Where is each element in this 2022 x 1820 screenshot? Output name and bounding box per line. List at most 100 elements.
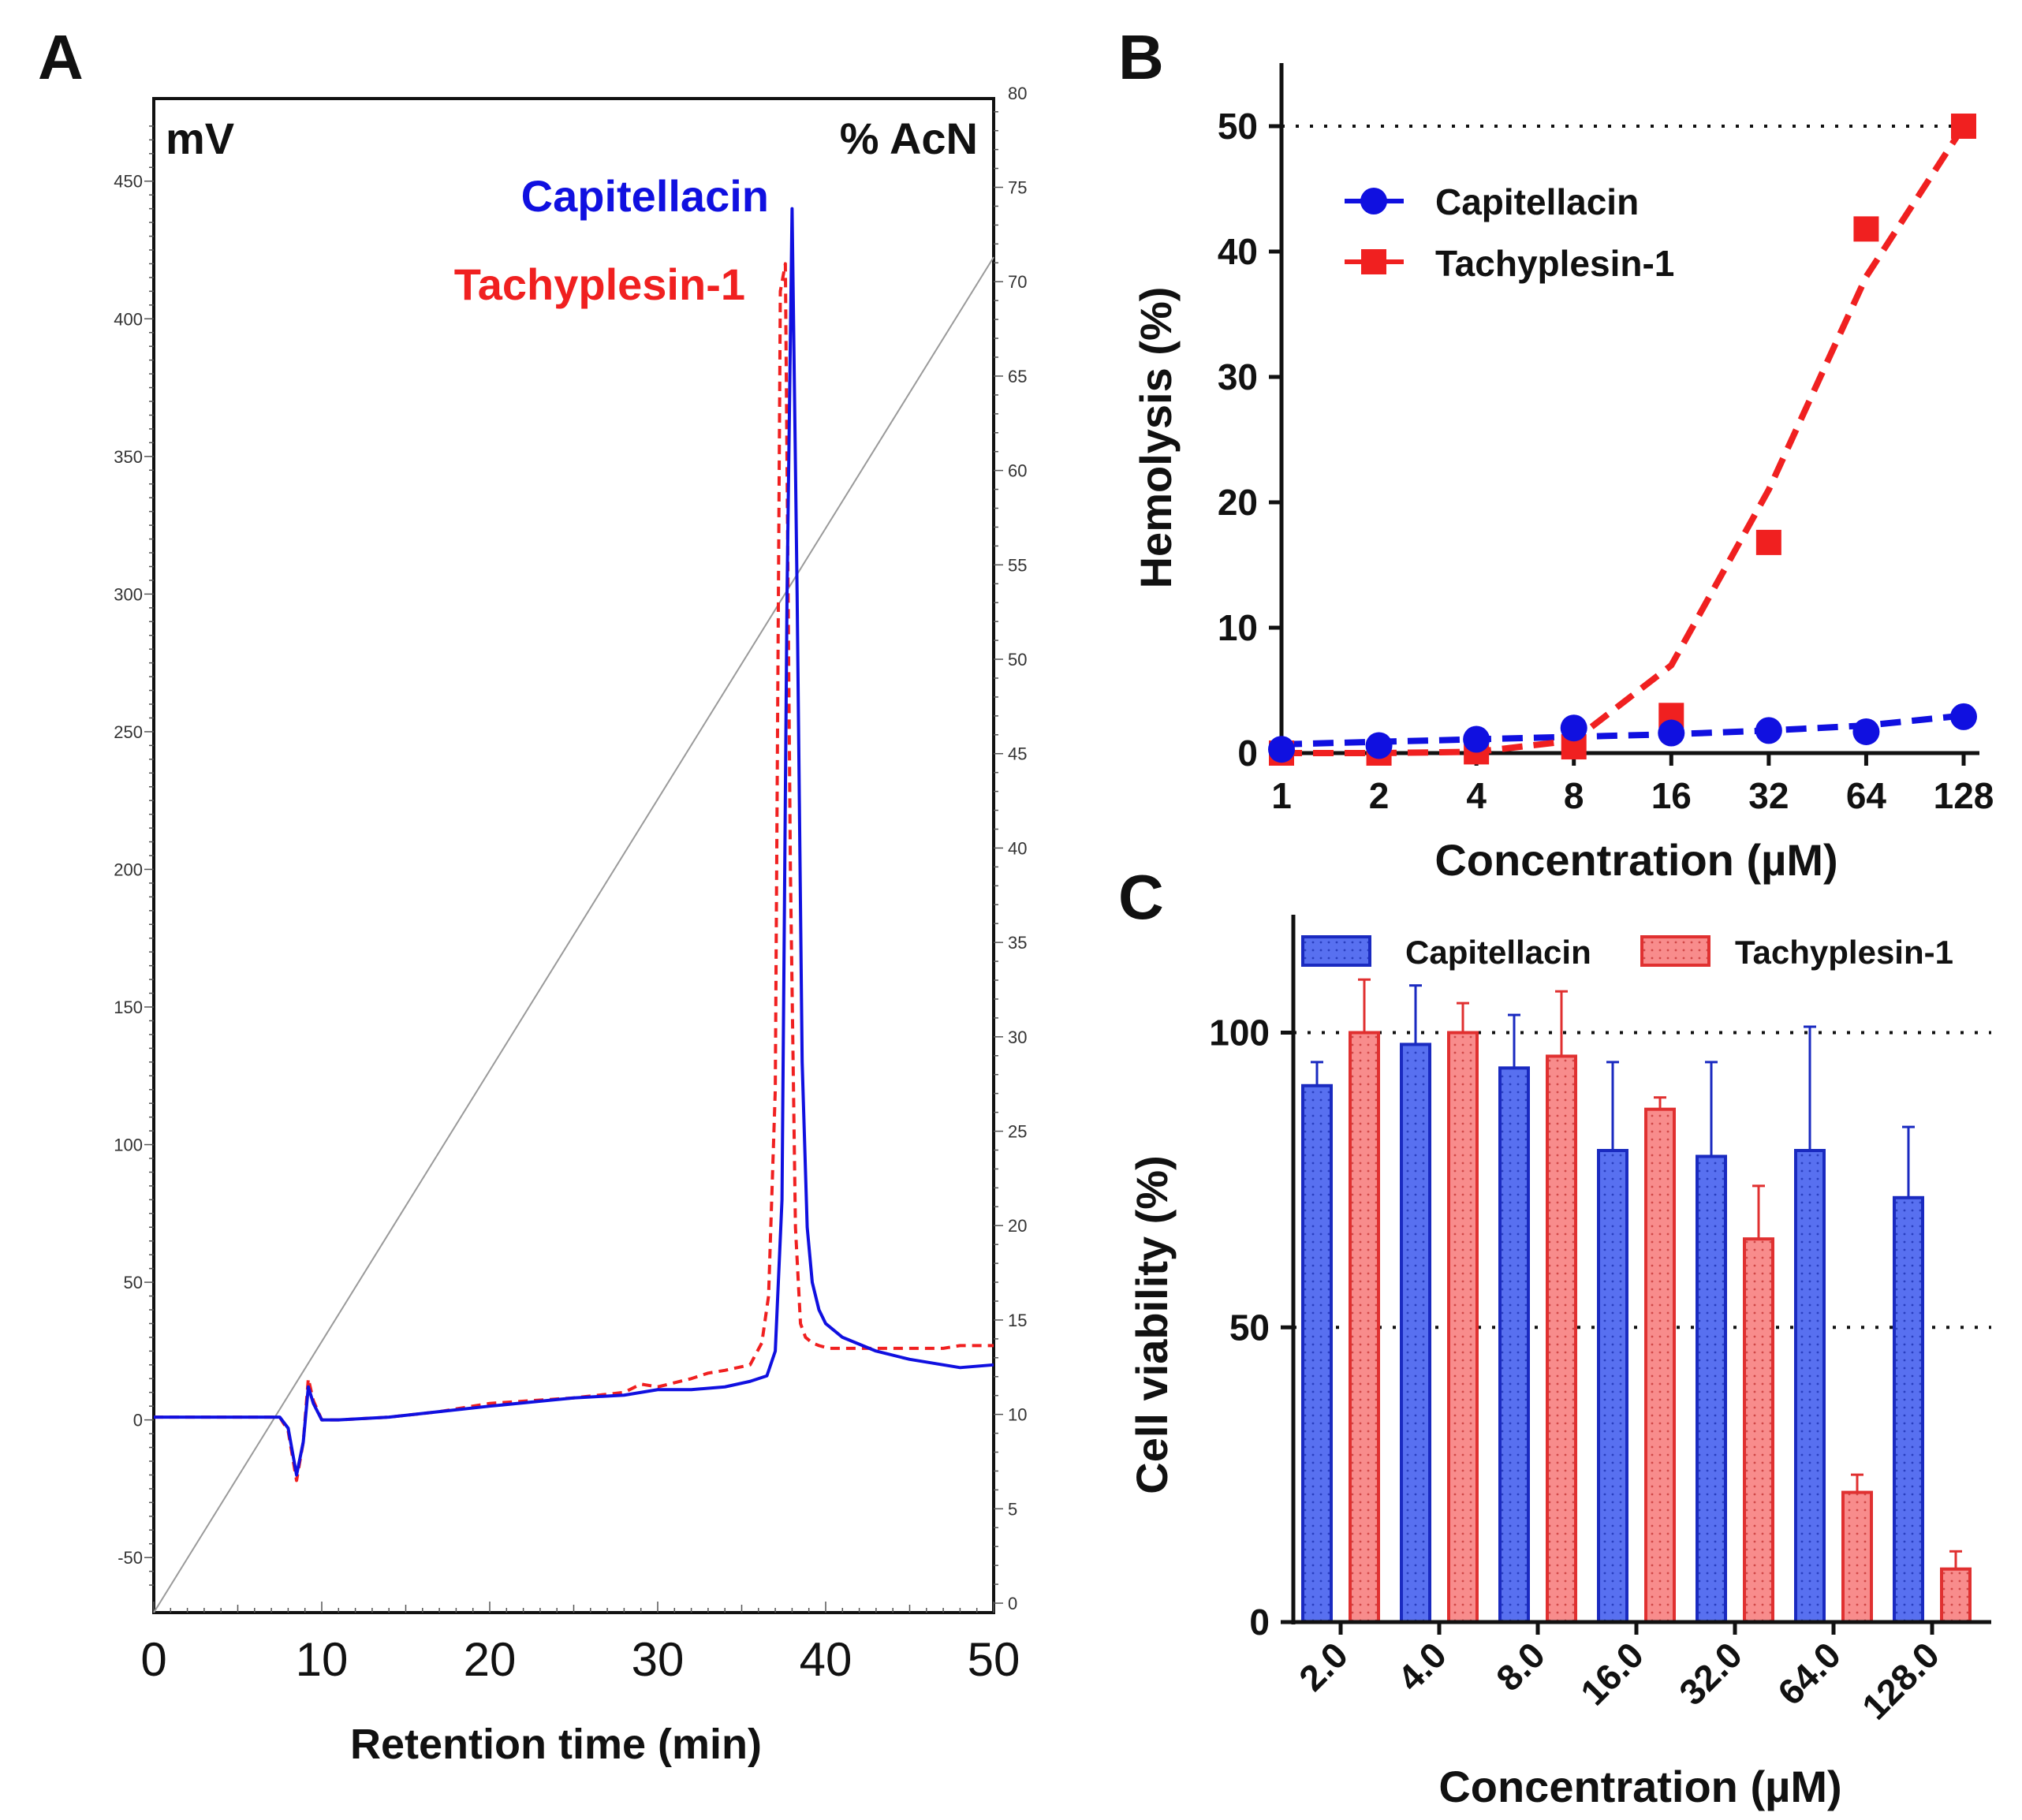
chart-b-series xyxy=(1268,114,1977,766)
chart-b: 0 10 20 30 40 50 1 2 4 8 16 32 64 128 Hemolysis (%) C… xyxy=(1131,63,1994,885)
panel-letter-c: C xyxy=(1118,862,1164,932)
chart-a-left-tick-label: 250 xyxy=(114,722,143,742)
panel-letter-a: A xyxy=(38,22,84,92)
chart-c-x-tick-label: 2.0 xyxy=(1291,1634,1356,1699)
chart-a-right-tick-label: 70 xyxy=(1008,272,1027,292)
chart-b-fit-capitellacin xyxy=(1281,712,1964,748)
chart-c-y-label: Cell viability (%) xyxy=(1127,1155,1177,1494)
chart-b-point-capitellacin xyxy=(1560,714,1587,742)
chart-a-right-tick-label: 40 xyxy=(1008,838,1027,858)
chart-b-legend-marker-capitellacin xyxy=(1360,188,1387,214)
chart-a-right-tick-label: 30 xyxy=(1008,1027,1027,1047)
chart-a-right-tick-label: 25 xyxy=(1008,1122,1027,1142)
chart-c-legend-swatch-tachyplesin xyxy=(1640,935,1710,967)
chart-a-right-tick-label: 10 xyxy=(1008,1405,1027,1425)
chart-a-left-tick-label: 0 xyxy=(133,1411,143,1430)
chart-b-y-label: Hemolysis (%) xyxy=(1131,287,1181,589)
chart-c-bars xyxy=(1301,978,1972,1624)
chart-b-x-tick-label: 32 xyxy=(1748,775,1789,816)
chart-b-y-tick-label: 10 xyxy=(1218,607,1258,648)
chart-c-reference-lines xyxy=(1293,1031,1991,1330)
chart-a-gradient-line xyxy=(153,256,994,1613)
chart-c-bar-tachyplesin xyxy=(1349,1031,1380,1624)
chart-a-right-tick-label: 55 xyxy=(1008,555,1027,575)
chart-a-right-tick-label: 65 xyxy=(1008,367,1027,386)
chart-c-bar-capitellacin xyxy=(1893,1195,1924,1624)
chart-a-left-tick-label: 300 xyxy=(114,584,143,604)
chart-c-y-tick-label: 100 xyxy=(1209,1013,1270,1054)
chart-a-annotation-capitellacin: Capitellacin xyxy=(521,171,769,221)
chart-a-x-tick-label: 10 xyxy=(296,1633,349,1686)
chart-a-right-tick-label: 60 xyxy=(1008,461,1027,481)
chart-a-right-tick-label: 15 xyxy=(1008,1311,1027,1330)
chart-a-x-label: Retention time (min) xyxy=(350,1721,762,1768)
chart-b-point-capitellacin xyxy=(1950,703,1977,730)
chart-a-left-tick-label: 50 xyxy=(124,1273,143,1292)
chart-b-point-capitellacin xyxy=(1852,718,1880,745)
chart-c-x-tick-label: 8.0 xyxy=(1488,1634,1553,1699)
chart-a-x-tick-label: 20 xyxy=(464,1633,517,1686)
chart-b-y-tick-label: 40 xyxy=(1218,231,1258,272)
chart-a-right-tick-label: 75 xyxy=(1008,178,1027,198)
chart-a-left-tick-label: 150 xyxy=(114,998,143,1017)
chart-a-left-tick-label: 400 xyxy=(114,309,143,329)
chart-c-x-tick-label: 4.0 xyxy=(1390,1634,1454,1699)
chart-b-legend-label-tachyplesin: Tachyplesin-1 xyxy=(1435,243,1674,284)
chart-c-x-label: Concentration (µM) xyxy=(1438,1762,1841,1811)
chart-b-point-tachyplesin xyxy=(1951,114,1976,139)
chart-c-bar-capitellacin xyxy=(1696,1154,1727,1624)
chart-c-x-tick-label: 64.0 xyxy=(1770,1634,1849,1713)
chart-a-left-unit: mV xyxy=(166,114,234,163)
chart-b-point-tachyplesin xyxy=(1755,529,1781,555)
chart-b-y-tick-label: 50 xyxy=(1218,106,1258,147)
chart-a-right-tick-label: 5 xyxy=(1008,1499,1017,1519)
chart-a-x-tick-label: 30 xyxy=(632,1633,685,1686)
chart-a-series xyxy=(153,207,994,1613)
chart-a-left-tick-label: 450 xyxy=(114,172,143,192)
chart-b-point-capitellacin xyxy=(1755,717,1782,744)
chart-a-left-tick-label: 100 xyxy=(114,1136,143,1155)
chart-b-x-tick-label: 128 xyxy=(1934,775,1994,816)
chart-a-left-tick-label: 200 xyxy=(114,860,143,879)
chart-c-bar-tachyplesin xyxy=(1644,1107,1676,1624)
chart-c-x-tick-label: 16.0 xyxy=(1572,1634,1651,1713)
chart-a-x-tick-label: 50 xyxy=(968,1633,1020,1686)
chart-a-series-tachyplesin xyxy=(154,262,994,1482)
chart-a-x-tick-label: 40 xyxy=(800,1633,852,1686)
chart-b-point-tachyplesin xyxy=(1853,216,1879,242)
chart-c-bar-capitellacin xyxy=(1301,1083,1333,1624)
chart-c-bar-tachyplesin xyxy=(1743,1237,1774,1624)
chart-b-y-tick-label: 0 xyxy=(1237,733,1258,774)
chart-b-y-tick-label: 30 xyxy=(1218,356,1258,397)
panel-letter-b: B xyxy=(1118,22,1164,92)
chart-a-right-tick-label: 0 xyxy=(1008,1594,1017,1613)
chart-a-right-unit: % AcN xyxy=(840,114,978,163)
chart-c-legend-label-capitellacin: Capitellacin xyxy=(1405,934,1591,971)
chart-b-x-tick-label: 16 xyxy=(1651,775,1692,816)
chart-c-bar-capitellacin xyxy=(1400,1042,1431,1624)
chart-c-y-tick-label: 50 xyxy=(1229,1307,1270,1348)
chart-b-y-tick-label: 20 xyxy=(1218,482,1258,523)
chart-c-bar-tachyplesin xyxy=(1940,1567,1972,1624)
chart-b-ticks: 0 10 20 30 40 50 1 2 4 8 16 32 64 128 xyxy=(1218,106,1994,816)
chart-b-point-capitellacin xyxy=(1365,732,1393,759)
chart-a-x-axis: 0 10 20 30 40 50 xyxy=(140,1602,1020,1686)
chart-b-x-tick-label: 8 xyxy=(1564,775,1584,816)
chart-c-x-tick-label: 128.0 xyxy=(1854,1634,1947,1727)
chart-b-x-tick-label: 1 xyxy=(1271,775,1292,816)
chart-c-bar-capitellacin xyxy=(1597,1149,1628,1624)
chart-b-point-capitellacin xyxy=(1463,725,1490,753)
chart-a-right-axis: 0 5 10 15 20 25 30 35 40 45 50 55 60 65 70 75 80 xyxy=(994,84,1027,1613)
chart-a-frame xyxy=(152,97,995,1614)
chart-a-right-tick-label: 20 xyxy=(1008,1216,1027,1236)
chart-c-legend-label-tachyplesin: Tachyplesin-1 xyxy=(1735,934,1953,971)
chart-a-right-tick-label: 45 xyxy=(1008,744,1027,764)
chart-a-right-tick-label: 35 xyxy=(1008,933,1027,953)
chart-c-bar-capitellacin xyxy=(1794,1149,1826,1624)
chart-a-left-tick-label: 350 xyxy=(114,447,143,467)
chart-b-point-capitellacin xyxy=(1658,719,1685,747)
chart-c-y-tick-label: 0 xyxy=(1249,1602,1270,1643)
chart-a-annotation-tachyplesin: Tachyplesin-1 xyxy=(454,259,745,309)
